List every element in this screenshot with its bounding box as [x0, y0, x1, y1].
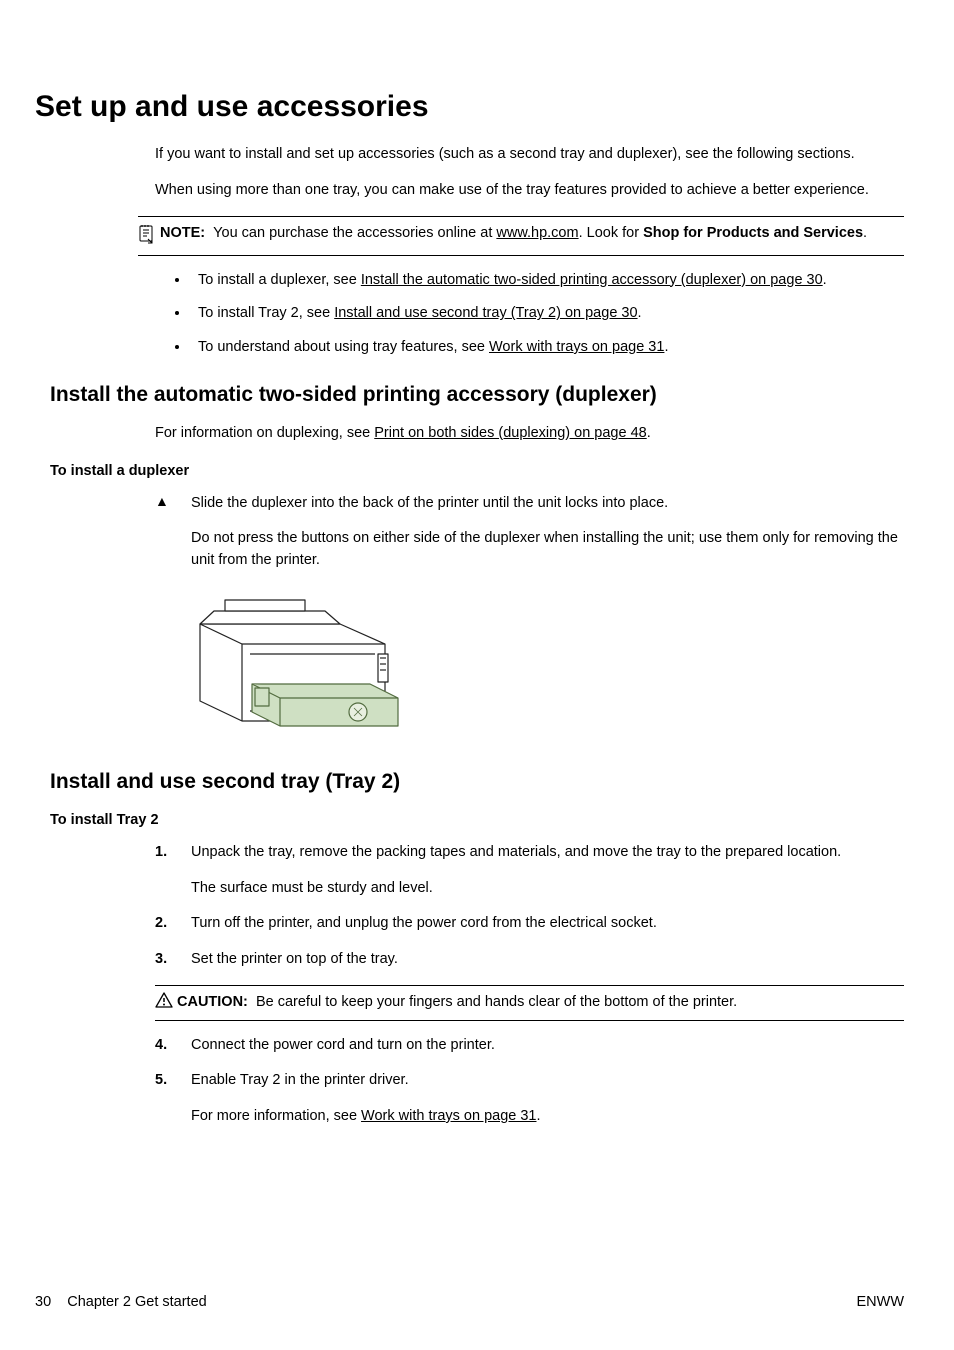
bullet-link[interactable]: Install and use second tray (Tray 2) on …	[334, 305, 637, 321]
caution-block: CAUTION: Be careful to keep your fingers…	[155, 985, 904, 1021]
tray2-steps-after: 4. Connect the power cord and turn on th…	[155, 1035, 904, 1128]
footer-right: ENWW	[856, 1294, 904, 1310]
caution-text: Be careful to keep your fingers and hand…	[256, 994, 737, 1010]
step-number: 5.	[155, 1070, 191, 1128]
step-item: 3. Set the printer on top of the tray.	[155, 949, 904, 971]
intro-bullets: To install a duplexer, see Install the a…	[190, 270, 904, 359]
note-text-after: . Look for	[579, 225, 643, 241]
note-block: NOTE: You can purchase the accessories o…	[138, 216, 904, 256]
note-icon	[138, 224, 156, 249]
step-item: 5. Enable Tray 2 in the printer driver. …	[155, 1070, 904, 1128]
bullet-item: To understand about using tray features,…	[190, 337, 904, 359]
step-number: 2.	[155, 913, 191, 935]
page-title: Set up and use accessories	[35, 90, 904, 124]
duplexer-step-b: Do not press the buttons on either side …	[191, 528, 904, 572]
footer-chapter: Chapter 2 Get started	[67, 1294, 206, 1310]
step-text: Enable Tray 2 in the printer driver.	[191, 1070, 904, 1092]
bullet-item: To install a duplexer, see Install the a…	[190, 270, 904, 292]
step-number: 4.	[155, 1035, 191, 1057]
step-item: 4. Connect the power cord and turn on th…	[155, 1035, 904, 1057]
triangle-marker-icon: ▲	[155, 493, 191, 572]
tray2-steps: 1. Unpack the tray, remove the packing t…	[155, 842, 904, 971]
duplexer-intro: For information on duplexing, see Print …	[155, 423, 904, 445]
step-extra: For more information, see Work with tray…	[191, 1106, 904, 1128]
note-text-before: You can purchase the accessories online …	[213, 225, 496, 241]
step-item: 1. Unpack the tray, remove the packing t…	[155, 842, 904, 900]
work-with-trays-link[interactable]: Work with trays on page 31	[361, 1108, 536, 1124]
step-number: 3.	[155, 949, 191, 971]
bullet-link[interactable]: Install the automatic two-sided printing…	[361, 272, 823, 288]
caution-label: CAUTION:	[177, 994, 248, 1010]
duplexer-diagram	[190, 586, 904, 746]
subheading-install-duplexer: To install a duplexer	[50, 463, 904, 479]
note-suffix: .	[863, 225, 867, 241]
intro-paragraph-1: If you want to install and set up access…	[155, 144, 904, 166]
step-text: Set the printer on top of the tray.	[191, 949, 904, 971]
caution-icon	[155, 992, 173, 1013]
step-text: Turn off the printer, and unplug the pow…	[191, 913, 904, 935]
duplexing-link[interactable]: Print on both sides (duplexing) on page …	[374, 425, 646, 441]
note-bold: Shop for Products and Services	[643, 225, 863, 241]
note-label: NOTE:	[160, 225, 205, 241]
step-text: The surface must be sturdy and level.	[191, 878, 904, 900]
subheading-install-tray2: To install Tray 2	[50, 812, 904, 828]
single-step: ▲ Slide the duplexer into the back of th…	[155, 493, 904, 572]
step-number: 1.	[155, 842, 191, 900]
page-footer: 30 Chapter 2 Get started ENWW	[35, 1294, 904, 1310]
bullet-link[interactable]: Work with trays on page 31	[489, 339, 664, 355]
step-item: 2. Turn off the printer, and unplug the …	[155, 913, 904, 935]
section-heading-duplexer: Install the automatic two-sided printing…	[50, 383, 904, 407]
bullet-item: To install Tray 2, see Install and use s…	[190, 303, 904, 325]
footer-page-number: 30	[35, 1294, 51, 1310]
duplexer-step-a: Slide the duplexer into the back of the …	[191, 493, 904, 515]
step-text: Unpack the tray, remove the packing tape…	[191, 842, 904, 864]
intro-paragraph-2: When using more than one tray, you can m…	[155, 180, 904, 202]
step-text: Connect the power cord and turn on the p…	[191, 1035, 904, 1057]
section-heading-tray2: Install and use second tray (Tray 2)	[50, 770, 904, 794]
note-link[interactable]: www.hp.com	[496, 225, 578, 241]
